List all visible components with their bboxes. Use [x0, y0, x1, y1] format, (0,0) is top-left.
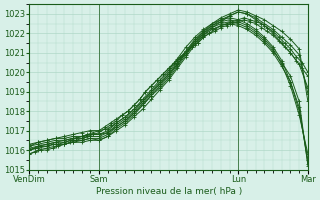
- X-axis label: Pression niveau de la mer( hPa ): Pression niveau de la mer( hPa ): [96, 187, 242, 196]
